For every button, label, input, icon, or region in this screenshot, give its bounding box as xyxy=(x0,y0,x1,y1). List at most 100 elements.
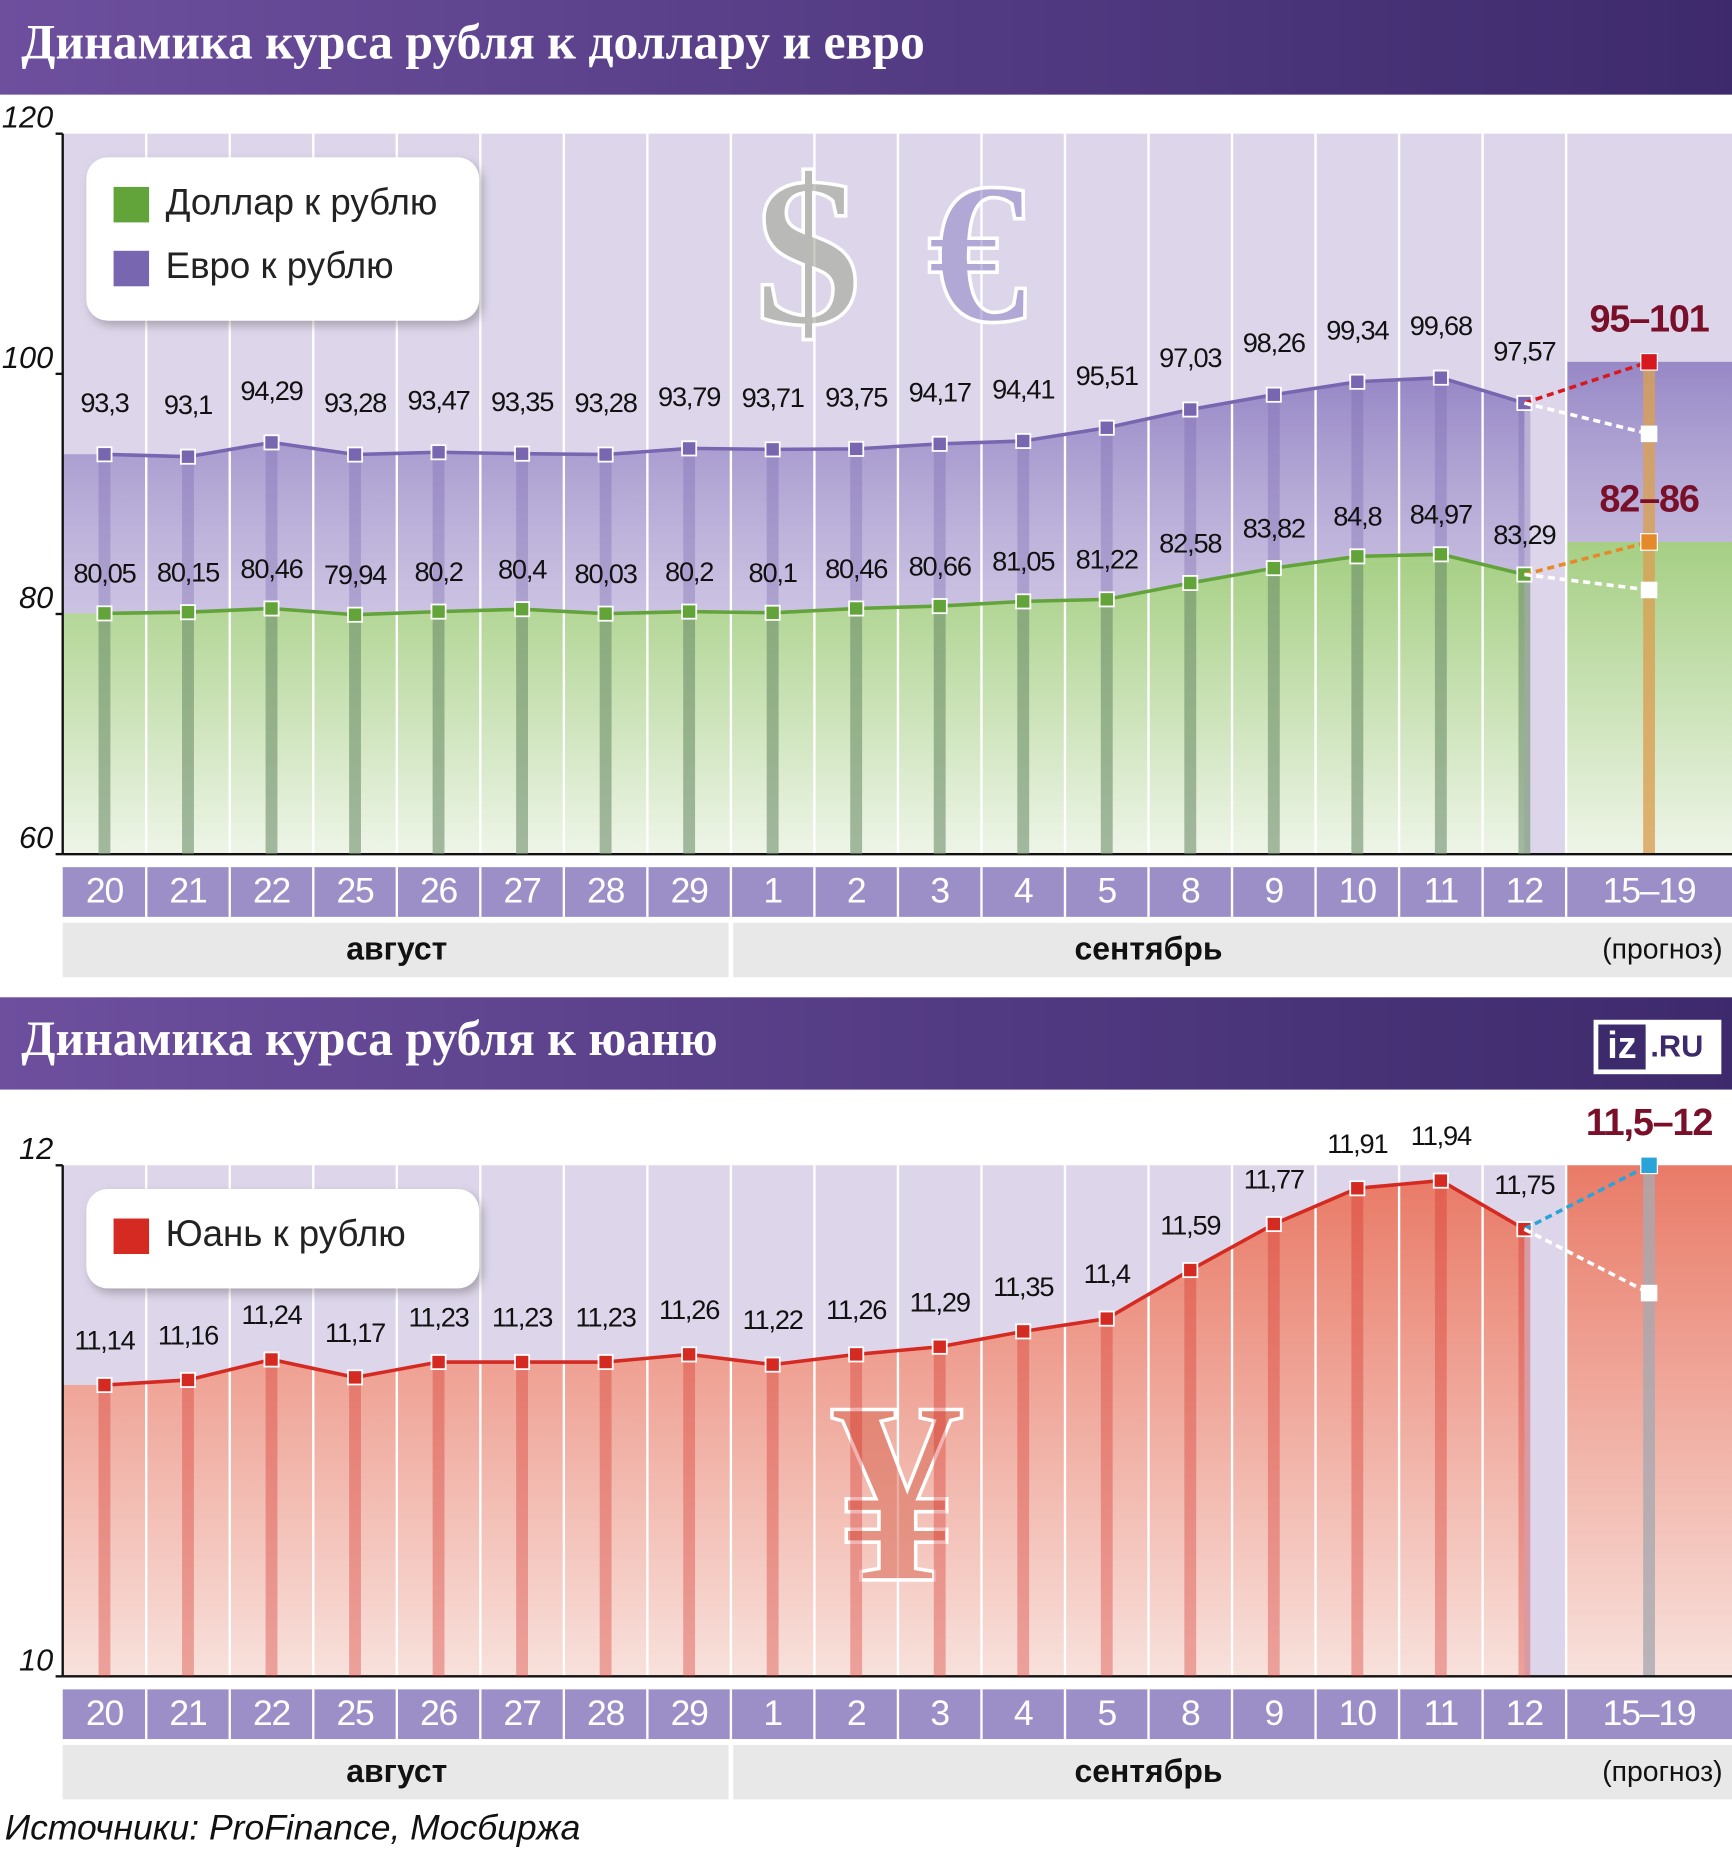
stem xyxy=(265,1359,278,1677)
stem xyxy=(1434,554,1447,855)
value-label: 80,2 xyxy=(414,556,462,587)
marker xyxy=(180,1371,196,1388)
value-label: 80,2 xyxy=(665,556,713,587)
marker xyxy=(848,440,865,457)
legend-label: Доллар к рублю xyxy=(166,181,438,222)
y-tick-label: 120 xyxy=(2,100,53,135)
marker xyxy=(430,603,447,620)
value-label: 99,34 xyxy=(1326,314,1389,345)
x-tick-label: 25 xyxy=(336,871,374,911)
x-tick-label: 22 xyxy=(253,1693,290,1733)
stem xyxy=(1184,583,1197,855)
value-label: 94,17 xyxy=(909,376,971,407)
header-bar xyxy=(0,997,1732,1090)
source: Источники: ProFinance, Мосбиржа xyxy=(5,1808,581,1848)
marker xyxy=(263,600,280,617)
x-tick-label: 26 xyxy=(420,1693,458,1733)
stem xyxy=(933,606,946,855)
stem xyxy=(766,449,779,855)
value-label: 11,23 xyxy=(492,1302,552,1333)
stem xyxy=(599,1362,612,1677)
stem xyxy=(1351,1188,1364,1677)
x-tick-label: 2 xyxy=(847,871,866,911)
forecast-marker xyxy=(1640,533,1658,551)
value-label: 93,1 xyxy=(164,389,212,420)
stem xyxy=(1267,568,1280,855)
stem xyxy=(599,613,612,855)
marker xyxy=(430,444,447,461)
value-label: 11,26 xyxy=(826,1294,886,1325)
month-label: сентябрь xyxy=(1075,931,1223,967)
stem xyxy=(1017,601,1030,855)
area xyxy=(62,554,1525,855)
stem xyxy=(1184,1270,1197,1677)
marker xyxy=(1265,560,1282,577)
stem xyxy=(98,613,111,855)
stem xyxy=(1518,1229,1531,1677)
marker xyxy=(931,435,948,452)
value-label: 93,28 xyxy=(575,387,637,418)
x-tick-label: 3 xyxy=(930,871,949,911)
value-label: 80,15 xyxy=(157,557,219,588)
value-label: 11,91 xyxy=(1327,1128,1387,1159)
month-band xyxy=(733,922,1732,978)
value-label: 99,68 xyxy=(1410,310,1472,341)
stem xyxy=(683,611,696,855)
stem xyxy=(933,1346,946,1677)
value-label: 11,17 xyxy=(325,1317,385,1348)
stem xyxy=(1267,1224,1280,1677)
value-label: 93,35 xyxy=(491,386,553,417)
value-label: 11,59 xyxy=(1160,1210,1220,1241)
legend-swatch xyxy=(113,186,150,223)
month-band xyxy=(62,922,729,978)
stem xyxy=(265,608,278,855)
stem xyxy=(1184,409,1197,855)
marker xyxy=(1015,432,1032,449)
value-label: 84,8 xyxy=(1333,501,1381,532)
marker xyxy=(347,446,364,463)
forecast-label: 11,5–12 xyxy=(1586,1102,1713,1144)
stem xyxy=(432,611,445,855)
marker xyxy=(1098,591,1115,608)
marker xyxy=(597,446,614,463)
stem xyxy=(850,608,863,855)
marker xyxy=(681,603,698,620)
marker xyxy=(514,1354,531,1371)
stem xyxy=(1100,1318,1113,1677)
x-tick-label: 12 xyxy=(1506,871,1543,911)
series-line xyxy=(104,552,1525,617)
value-label: 80,4 xyxy=(498,554,547,585)
value-label: 11,23 xyxy=(576,1302,636,1333)
stem xyxy=(349,454,361,855)
marker xyxy=(1182,401,1199,418)
marker xyxy=(1098,419,1115,436)
value-label: 94,41 xyxy=(992,373,1054,404)
stem xyxy=(850,448,863,855)
stem xyxy=(349,1377,361,1677)
x-tick-label: 15–19 xyxy=(1603,1693,1696,1733)
value-label: 93,71 xyxy=(742,382,804,413)
stem xyxy=(766,612,779,855)
legend-swatch xyxy=(113,250,150,287)
marker xyxy=(1182,575,1199,592)
y-tick-label: 60 xyxy=(19,820,53,855)
y-tick-label: 10 xyxy=(19,1642,53,1677)
stem xyxy=(1267,394,1280,855)
x-tick-label: 10 xyxy=(1339,1693,1377,1733)
stem xyxy=(1518,403,1531,855)
legend-label: Евро к рублю xyxy=(166,245,394,286)
header-bar xyxy=(0,0,1732,95)
marker xyxy=(1349,1180,1366,1197)
forecast-label: 95–101 xyxy=(1589,299,1708,341)
x-tick-label: 1 xyxy=(763,1693,782,1733)
value-label: 80,66 xyxy=(909,550,971,581)
value-label: 11,16 xyxy=(158,1320,218,1351)
forecast-marker xyxy=(1640,1156,1658,1175)
x-tick-label: 11 xyxy=(1424,1693,1458,1733)
forecast-marker xyxy=(1640,425,1658,443)
marker xyxy=(1015,593,1032,610)
value-label: 93,79 xyxy=(658,381,720,412)
forecast-line xyxy=(1524,572,1650,592)
stem xyxy=(1100,599,1113,855)
